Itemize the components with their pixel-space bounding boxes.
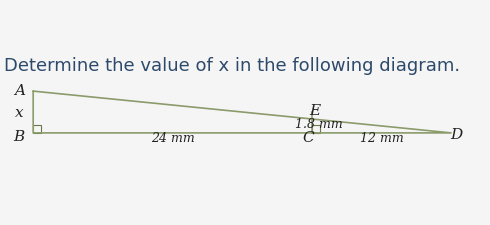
Text: 12 mm: 12 mm [360,132,403,145]
Bar [312,125,320,133]
Text: 1.8 mm: 1.8 mm [295,117,343,130]
Text: E: E [309,104,320,117]
Text: x: x [15,106,24,119]
Text: B: B [14,130,25,144]
Text: Determine the value of x in the following diagram.: Determine the value of x in the followin… [4,56,460,74]
Bar [33,125,41,133]
Text: A: A [14,83,25,97]
Text: 24 mm: 24 mm [150,132,195,145]
Text: C: C [302,130,314,144]
Text: D: D [451,128,463,142]
